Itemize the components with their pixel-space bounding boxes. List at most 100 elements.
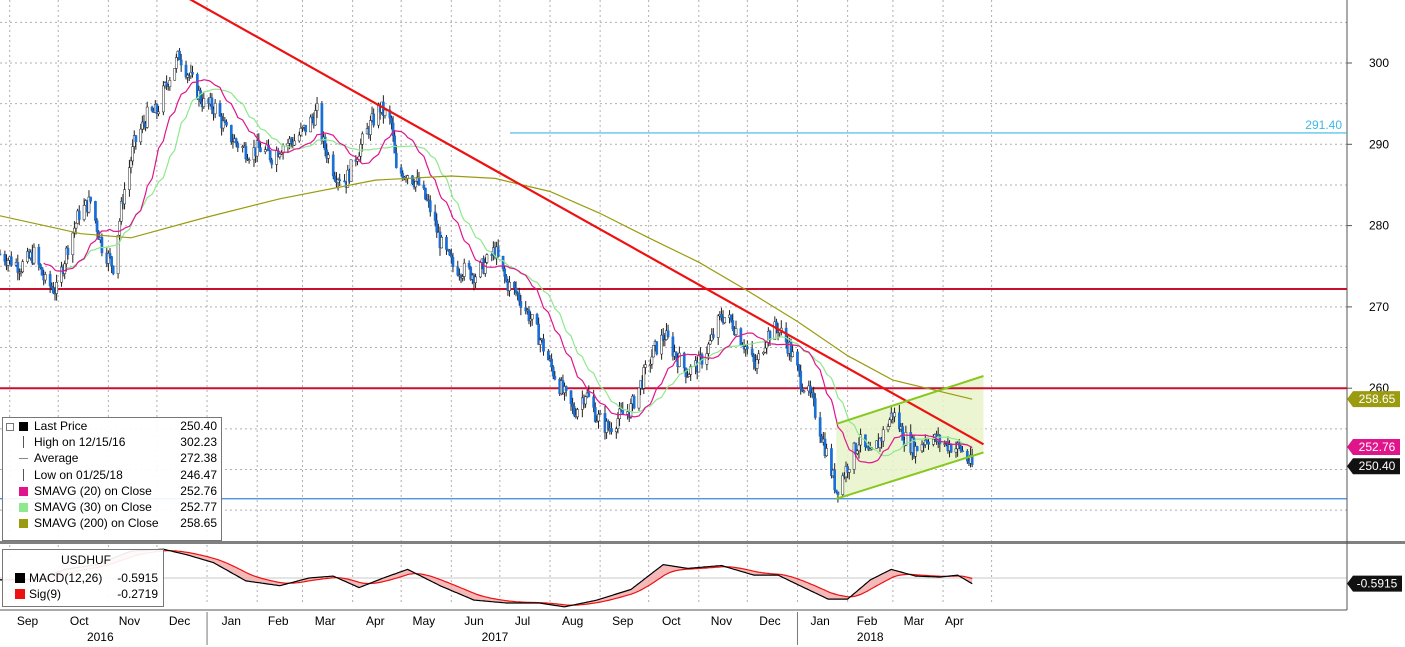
candle-body	[383, 109, 387, 116]
candle-body	[857, 444, 861, 452]
candle-body	[949, 444, 953, 453]
signal-swatch	[15, 589, 25, 599]
candle-body	[731, 320, 735, 330]
candle-body	[490, 254, 494, 256]
x-axis-month-label: May	[412, 614, 435, 628]
candle-body	[178, 50, 181, 61]
macd-tag-shape	[1347, 575, 1402, 592]
candle-body	[593, 407, 597, 422]
candle-body	[310, 116, 314, 120]
candle-body	[213, 103, 217, 115]
legend-value: 252.77	[180, 499, 217, 514]
candle-body	[881, 429, 885, 442]
candle-body	[63, 263, 67, 274]
candle-body	[173, 68, 177, 81]
candle-body	[94, 201, 97, 221]
candle-body	[428, 200, 432, 213]
candle-body	[707, 343, 710, 354]
candle-body	[236, 142, 240, 148]
candle-body	[270, 159, 274, 165]
candle-body	[529, 318, 532, 322]
candle-body	[920, 444, 924, 452]
legend-value: 258.65	[180, 516, 217, 531]
candle-body	[818, 417, 822, 437]
candle-body	[6, 260, 10, 266]
candle-body	[247, 159, 251, 162]
candle-body	[52, 287, 55, 294]
candle-body	[77, 210, 81, 220]
candle-body	[221, 120, 225, 129]
candle-body	[433, 211, 437, 221]
candle-body	[965, 450, 969, 462]
candle-body	[123, 189, 126, 205]
candle-body	[39, 264, 42, 268]
candle-body	[632, 395, 636, 409]
candle-body	[331, 154, 335, 177]
candle-body	[797, 365, 801, 372]
macd-legend-row: MACD(12,26) -0.5915	[3, 570, 161, 586]
candle-body	[111, 265, 115, 274]
candle-body	[411, 175, 414, 185]
axis-value-tag: 250.40	[1347, 458, 1400, 475]
x-axis-month-label: Jan	[810, 614, 829, 628]
candle-body	[9, 256, 13, 266]
x-axis-month-label: Nov	[119, 614, 140, 628]
candle-body	[157, 111, 160, 115]
candle-body	[508, 282, 511, 291]
candle-body	[278, 153, 282, 158]
candle-body	[959, 445, 963, 451]
candle-body	[763, 347, 767, 353]
candle-body	[553, 375, 557, 380]
signal-legend-row: Sig(9) -0.2719	[3, 586, 161, 602]
candle-body	[263, 149, 267, 153]
candle-body	[483, 262, 487, 274]
candle-body	[289, 138, 293, 143]
candle-body	[304, 124, 308, 133]
macd-tag-value: -0.5915	[1357, 577, 1398, 591]
candle-body	[195, 74, 199, 100]
axis-value-tag: 258.65	[1347, 391, 1400, 408]
candle-body	[689, 366, 693, 375]
macd-legend: USDHUF MACD(12,26) -0.5915 Sig(9) -0.271…	[2, 549, 164, 607]
candle-body	[943, 443, 947, 445]
legend-collapse-box[interactable]	[6, 423, 14, 431]
candle-body	[791, 351, 794, 357]
candle-body	[927, 441, 930, 445]
candle-body	[629, 403, 633, 418]
candle-body	[893, 412, 896, 418]
x-axis-month-label: Aug	[562, 614, 583, 628]
sma20-line	[43, 79, 973, 464]
level-label: 291.40	[1305, 118, 1342, 132]
candle-body	[901, 426, 904, 441]
candle-body	[686, 376, 689, 378]
candle-body	[445, 237, 448, 250]
candle-body	[244, 145, 248, 160]
candle-body	[87, 196, 91, 213]
candle-body	[357, 155, 361, 160]
candle-body	[650, 356, 654, 365]
candle-body	[750, 348, 754, 356]
axis-tag-value: 250.40	[1359, 459, 1396, 473]
candle-body	[503, 268, 507, 277]
candle-body	[162, 85, 165, 113]
candle-body	[644, 364, 647, 368]
candle-body	[852, 442, 856, 470]
x-axis-month-label: Nov	[711, 614, 732, 628]
candle-body	[527, 309, 531, 322]
candle-body	[923, 439, 927, 445]
legend-swatch	[23, 436, 24, 449]
candle-body	[461, 276, 464, 279]
candle-body	[538, 339, 542, 345]
candle-body	[462, 262, 466, 277]
candle-body	[614, 428, 618, 433]
candle-body	[904, 432, 908, 446]
legend-swatch	[19, 422, 28, 431]
candle-body	[833, 469, 837, 491]
candle-body	[618, 408, 621, 420]
legend-swatch	[19, 519, 28, 529]
candle-body	[550, 358, 553, 368]
y-axis-tick-label: 290	[1369, 137, 1389, 151]
legend-label: Low on 01/25/18	[34, 467, 123, 482]
candle-body	[610, 428, 613, 433]
